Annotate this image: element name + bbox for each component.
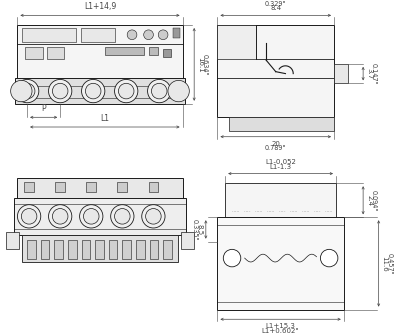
Text: 0.789": 0.789" [265,145,286,151]
Bar [105,47,144,55]
Bar [25,47,43,59]
Bar [122,239,131,259]
Text: L1+0.602": L1+0.602" [262,328,299,334]
Bar [55,182,65,192]
Bar [14,78,186,104]
Bar [109,239,118,259]
Text: 3.7: 3.7 [366,68,372,79]
Text: L1: L1 [100,114,109,123]
Bar [22,235,178,262]
Bar [225,183,336,217]
Circle shape [118,83,134,99]
Bar [46,47,64,59]
Bar [41,239,50,259]
Circle shape [114,79,138,103]
Bar [229,117,334,131]
Text: 11.6: 11.6 [382,256,388,271]
Bar [18,178,182,200]
Bar [80,28,114,41]
Bar [218,217,344,310]
Circle shape [48,79,72,103]
Bar [136,239,145,259]
Bar [86,182,96,192]
Bar [54,239,63,259]
Text: 8.4: 8.4 [270,5,281,11]
Bar [218,25,256,59]
Circle shape [142,205,165,228]
Circle shape [127,30,137,40]
Bar [334,64,348,83]
Bar [27,239,36,259]
Circle shape [111,205,134,228]
Text: 20: 20 [271,141,280,147]
Bar [148,182,158,192]
Circle shape [152,83,167,99]
Text: 16.1: 16.1 [197,56,203,72]
Bar [6,232,19,249]
Bar [163,239,172,259]
Circle shape [148,79,171,103]
Circle shape [144,30,153,40]
Bar [24,182,34,192]
Circle shape [16,79,39,103]
Circle shape [84,208,99,224]
Circle shape [320,249,338,267]
Circle shape [168,80,189,102]
Circle shape [146,208,161,224]
Text: L1-1.3: L1-1.3 [270,164,292,170]
Circle shape [11,80,32,102]
Circle shape [18,205,41,228]
Text: 0.634": 0.634" [202,54,208,75]
Circle shape [52,208,68,224]
Bar [95,239,104,259]
Text: L1+15.3: L1+15.3 [266,323,296,329]
Circle shape [80,205,103,228]
Circle shape [223,249,241,267]
Circle shape [48,205,72,228]
Text: 0.457": 0.457" [386,253,392,274]
Circle shape [86,83,101,99]
Bar [218,25,334,117]
Bar [163,49,171,57]
Circle shape [114,208,130,224]
Circle shape [21,208,37,224]
Bar [68,239,77,259]
Bar [118,182,127,192]
Bar [14,198,186,235]
Bar [18,25,182,83]
Bar [173,28,180,38]
Text: 0.335": 0.335" [192,219,198,240]
Text: 0.147": 0.147" [371,63,377,85]
Bar [150,239,158,259]
Text: 8.5: 8.5 [197,224,203,235]
Text: 2.4: 2.4 [366,195,372,206]
Text: 0.329": 0.329" [265,1,286,7]
Bar [82,239,90,259]
Bar [148,47,158,55]
Bar [180,232,194,249]
Text: L1+14,9: L1+14,9 [84,2,116,11]
Text: L1-0.052: L1-0.052 [265,159,296,165]
Circle shape [158,30,168,40]
Circle shape [19,83,35,99]
Circle shape [82,79,105,103]
Circle shape [52,83,68,99]
Text: 0.094": 0.094" [371,190,377,211]
Bar [22,28,76,41]
Text: P: P [41,105,46,114]
